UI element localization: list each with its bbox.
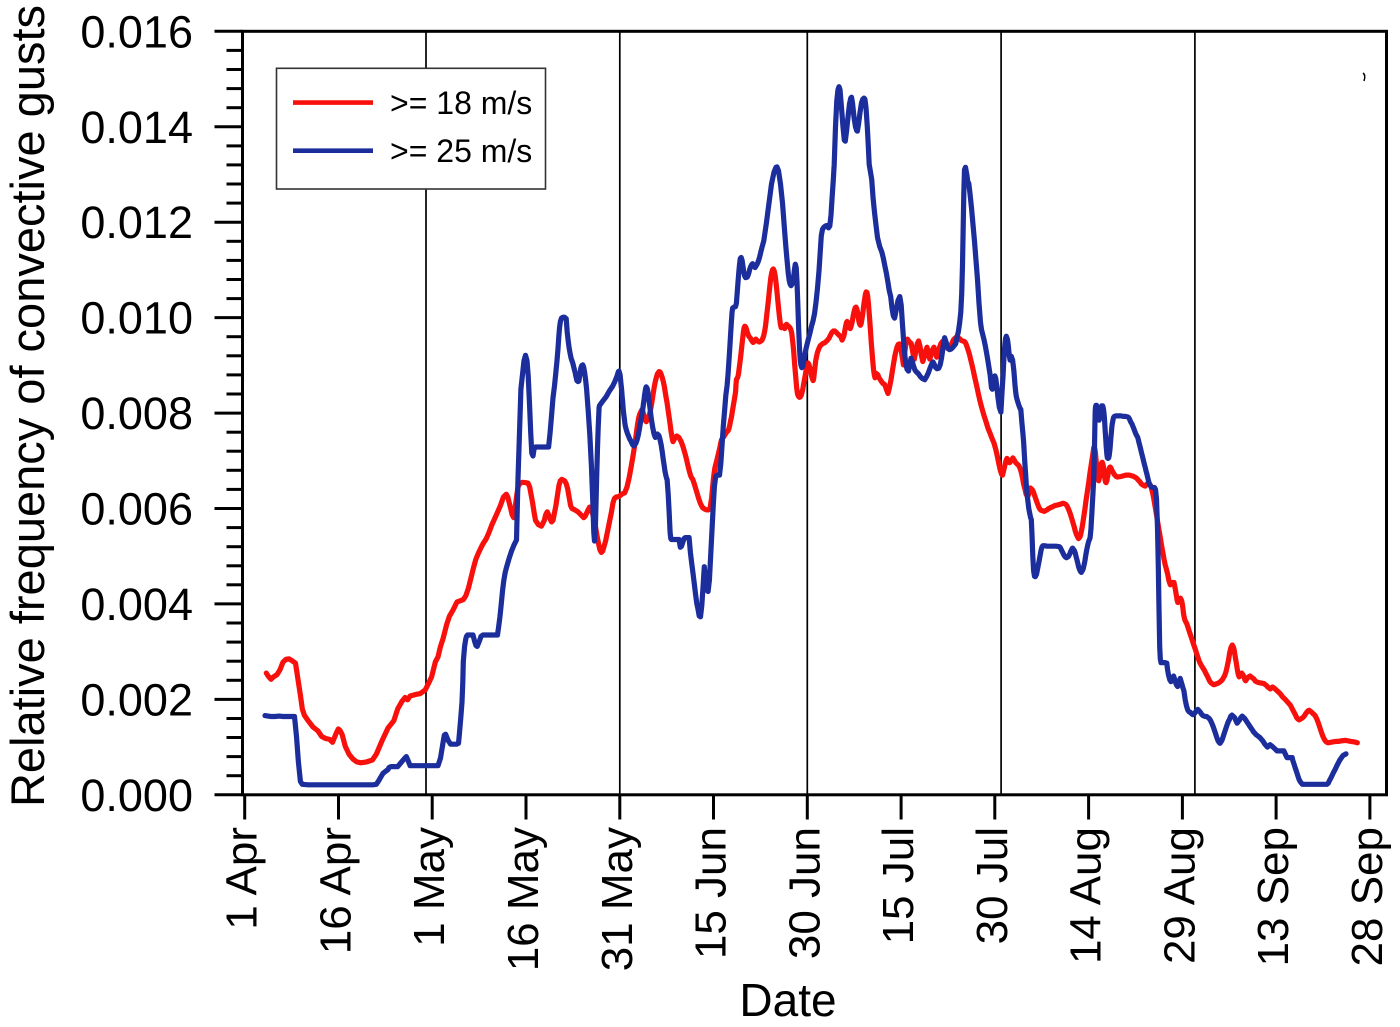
- svg-text:0.002: 0.002: [80, 674, 193, 725]
- svg-text:1 May: 1 May: [405, 827, 454, 947]
- svg-text:31 May: 31 May: [593, 827, 642, 971]
- svg-text:15 Jun: 15 Jun: [687, 827, 736, 959]
- svg-text:0.000: 0.000: [80, 770, 193, 821]
- svg-text:0.010: 0.010: [80, 293, 193, 344]
- svg-text:Date: Date: [739, 974, 836, 1026]
- svg-text:>= 25 m/s: >= 25 m/s: [390, 133, 532, 169]
- svg-text:15 Jul: 15 Jul: [874, 827, 923, 944]
- svg-text:0.012: 0.012: [80, 197, 193, 248]
- svg-text:30 Jun: 30 Jun: [780, 827, 829, 959]
- svg-text:14 Aug: 14 Aug: [1062, 827, 1111, 964]
- svg-text:1 Apr: 1 Apr: [218, 827, 267, 930]
- svg-text:28 Sep: 28 Sep: [1343, 827, 1392, 966]
- svg-text:0.004: 0.004: [80, 579, 193, 630]
- svg-text:30 Jul: 30 Jul: [968, 827, 1017, 944]
- svg-text:0.006: 0.006: [80, 484, 193, 535]
- svg-text:0.014: 0.014: [80, 102, 193, 153]
- svg-text:16 May: 16 May: [499, 827, 548, 971]
- svg-text:>= 18 m/s: >= 18 m/s: [390, 85, 532, 121]
- svg-text:0.008: 0.008: [80, 388, 193, 439]
- svg-text:29 Aug: 29 Aug: [1155, 827, 1204, 964]
- svg-text:16 Apr: 16 Apr: [312, 827, 361, 954]
- svg-text:0.016: 0.016: [80, 6, 193, 57]
- svg-text:13 Sep: 13 Sep: [1249, 827, 1298, 966]
- svg-text:Relative frequency of convecti: Relative frequency of convective gusts: [1, 5, 54, 807]
